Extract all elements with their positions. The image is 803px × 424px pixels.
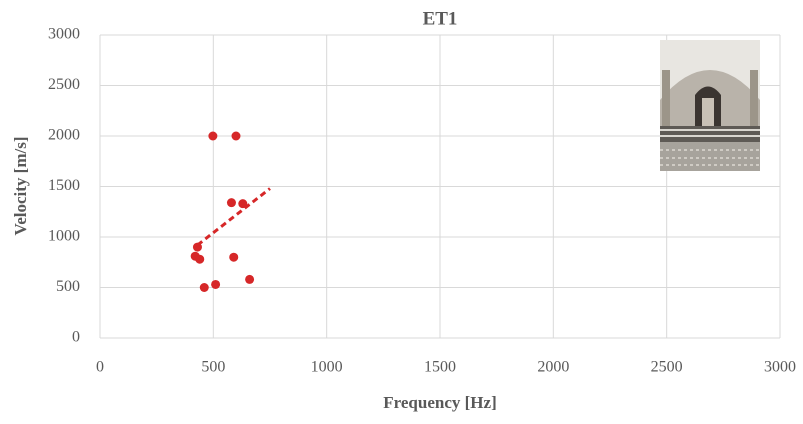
y-tick-label: 2000 — [48, 127, 80, 144]
inset-photo — [660, 40, 760, 171]
data-point — [208, 131, 218, 141]
data-point — [238, 199, 248, 209]
y-tick-label: 2500 — [48, 76, 80, 93]
x-tick-label: 3000 — [764, 359, 796, 376]
data-point — [199, 283, 209, 292]
trendline — [196, 187, 271, 247]
x-tick-label: 500 — [201, 359, 225, 376]
y-tick-label: 1500 — [48, 177, 80, 194]
data-point — [211, 279, 221, 289]
y-tick-label: 0 — [72, 329, 80, 346]
x-tick-label: 1500 — [424, 359, 456, 376]
x-tick-label: 2500 — [651, 359, 683, 376]
data-point — [195, 254, 205, 264]
y-tick-label: 1000 — [48, 228, 80, 245]
y-axis-label: Velocity [m/s] — [11, 137, 30, 236]
x-tick-label: 2000 — [537, 359, 569, 376]
data-point — [231, 131, 241, 141]
data-point — [226, 198, 236, 208]
data-point — [245, 274, 255, 284]
y-tick-label: 3000 — [48, 26, 80, 43]
chart-title: ET1 — [423, 8, 458, 29]
data-point — [229, 252, 239, 262]
x-tick-label: 1000 — [311, 359, 343, 376]
x-tick-label: 0 — [96, 359, 104, 376]
y-tick-label: 500 — [56, 278, 80, 295]
x-axis-label: Frequency [Hz] — [383, 393, 496, 412]
